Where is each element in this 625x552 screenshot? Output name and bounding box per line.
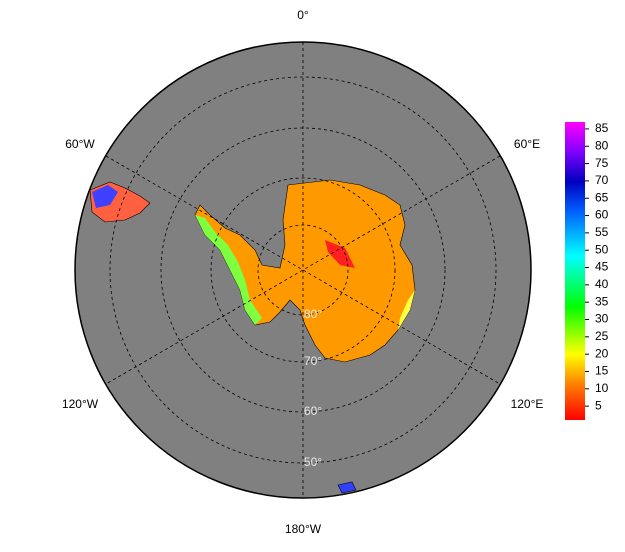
colorbar-tick-label: 35 — [595, 294, 609, 308]
lon-label: 60°E — [514, 137, 540, 151]
colorbar-tick-label: 65 — [595, 190, 609, 204]
graticule — [105, 42, 501, 498]
peninsula-edge — [195, 215, 262, 325]
lon-label: 60°W — [65, 137, 95, 151]
colorbar-tick-label: 5 — [595, 398, 602, 412]
colorbar-tick-label: 75 — [595, 156, 609, 170]
lon-label: 180°W — [285, 522, 322, 536]
colorbar — [565, 122, 585, 420]
colorbar-tick-label: 70 — [595, 173, 609, 187]
colorbar-tick-label: 50 — [595, 242, 609, 256]
lat-label: 80° — [304, 307, 322, 321]
colorbar-tick-label: 15 — [595, 364, 609, 378]
south-america-high — [92, 185, 118, 208]
meridian — [105, 155, 501, 385]
colorbar-tick-label: 55 — [595, 225, 609, 239]
colorbar-tick-label: 10 — [595, 381, 609, 395]
lon-label: 120°E — [511, 397, 544, 411]
colorbar-tick-label: 60 — [595, 208, 609, 222]
colorbar-tick-label: 80 — [595, 138, 609, 152]
island — [337, 481, 357, 494]
high-interior — [325, 240, 355, 268]
lat-circle — [109, 76, 497, 464]
coast-edge — [398, 290, 415, 330]
meridian — [105, 155, 501, 385]
lat-label: 70° — [304, 354, 322, 368]
colorbar-tick-label: 40 — [595, 277, 609, 291]
lat-label: 60° — [304, 404, 322, 418]
lon-label: 120°W — [62, 397, 99, 411]
colorbar-tick-label: 30 — [595, 312, 609, 326]
colorbar-tick-label: 45 — [595, 260, 609, 274]
lat-label: 50° — [304, 455, 322, 469]
lon-label: 0° — [297, 8, 309, 22]
colorbar-tick-label: 25 — [595, 329, 609, 343]
colorbar-tick-label: 85 — [595, 121, 609, 135]
colorbar-tick-label: 20 — [595, 346, 609, 360]
